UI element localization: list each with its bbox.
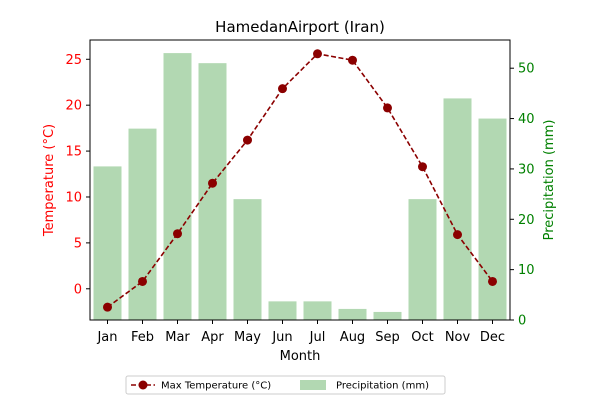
x-tick-label: Jan [96, 330, 117, 345]
precipitation-bar-oct [408, 199, 437, 320]
precipitation-bar-may [233, 199, 262, 320]
right-y-axis-title: Precipitation (mm) [542, 120, 557, 241]
x-tick-label: Mar [165, 330, 190, 345]
temperature-point-may [243, 135, 252, 145]
temperature-point-oct [418, 162, 427, 172]
right-y-tick-label: 10 [518, 263, 535, 278]
right-y-tick-label: 50 [518, 62, 535, 77]
left-y-axis: 0 5 10 15 20 25 [65, 53, 90, 297]
left-y-tick-label: 25 [65, 53, 82, 68]
temperature-point-feb [138, 276, 147, 286]
precipitation-bars [93, 53, 507, 320]
right-y-tick-label: 20 [518, 213, 535, 228]
precipitation-bar-mar [163, 53, 192, 320]
precipitation-bar-dec [478, 118, 507, 320]
temperature-point-sep [383, 103, 392, 113]
x-tick-label: Nov [445, 330, 471, 345]
precipitation-bar-jul [303, 301, 332, 320]
temperature-point-jun [278, 84, 287, 94]
temperature-point-mar [173, 229, 182, 239]
temperature-point-jan [103, 302, 112, 312]
right-y-tick-label: 30 [518, 162, 535, 177]
left-y-tick-label: 0 [74, 282, 82, 297]
chart-title: HamedanAirport (Iran) [215, 18, 385, 36]
x-tick-label: Jun [271, 330, 292, 345]
left-y-tick-label: 5 [74, 236, 82, 251]
x-tick-label: Oct [411, 330, 433, 345]
x-tick-label: Apr [201, 330, 224, 345]
precipitation-bar-apr [198, 63, 227, 320]
x-axis: Jan Feb Mar Apr May Jun Jul Aug Sep Oct Nov Dec [96, 320, 505, 345]
precipitation-bar-jun [268, 301, 297, 320]
x-tick-label: Jul [309, 330, 326, 345]
temperature-point-jul [313, 49, 322, 59]
temperature-point-aug [348, 55, 357, 65]
right-y-tick-label: 0 [518, 314, 526, 329]
left-y-tick-label: 15 [65, 145, 82, 160]
right-y-axis: 0 10 20 30 40 50 [510, 62, 535, 329]
legend-box [125, 375, 446, 395]
x-tick-label: May [234, 330, 261, 345]
plot-frame [89, 39, 511, 321]
legend-precipitation-label: Precipitation (mm) [336, 381, 429, 392]
x-tick-label: Dec [480, 330, 505, 345]
precipitation-bar-jan [93, 166, 122, 320]
temperature-point-nov [453, 230, 462, 240]
precipitation-bar-sep [373, 311, 402, 320]
legend-temperature-label: Max Temperature (°C) [161, 381, 271, 392]
temperature-line [107, 52, 494, 308]
temperature-point-dec [488, 276, 497, 286]
legend-precipitation-swatch [300, 380, 326, 390]
precipitation-bar-aug [338, 308, 367, 320]
precipitation-bar-feb [128, 128, 157, 320]
right-y-tick-label: 40 [518, 112, 535, 127]
left-y-tick-label: 20 [65, 99, 82, 114]
x-tick-label: Aug [340, 330, 365, 345]
x-axis-title: Month [280, 349, 321, 364]
precipitation-bar-nov [443, 98, 472, 320]
x-tick-label: Feb [131, 330, 154, 345]
legend-temperature-marker [138, 380, 148, 390]
left-y-tick-label: 10 [65, 190, 82, 205]
left-y-axis-title: Temperature (°C) [42, 124, 57, 237]
legend: Max Temperature (°C) Precipitation (mm) [125, 375, 446, 395]
x-tick-label: Sep [375, 330, 400, 345]
temperature-points [103, 49, 497, 312]
temperature-point-apr [208, 178, 217, 188]
